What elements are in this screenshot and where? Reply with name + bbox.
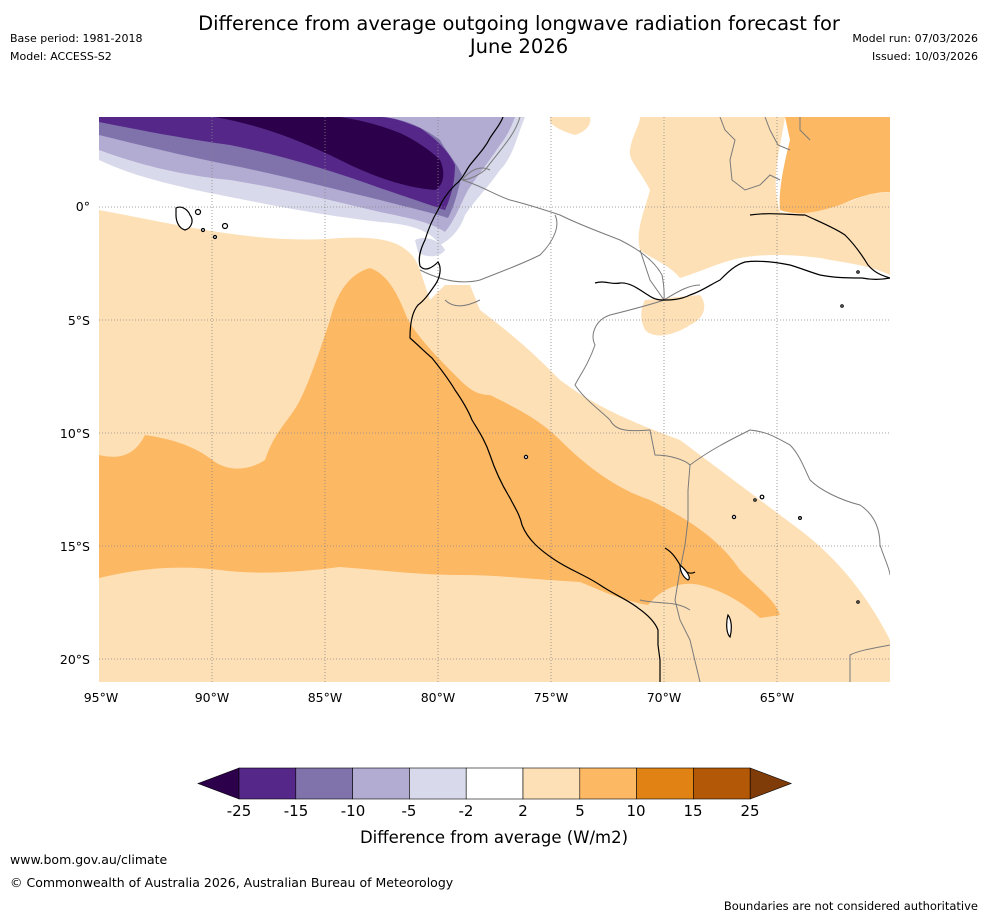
colorbar-title: Difference from average (W/m2)	[360, 828, 628, 847]
colorbar-swatch-5	[522, 767, 581, 800]
model-name: Model: ACCESS-S2	[10, 50, 112, 63]
lon-label-85w: 85°W	[308, 690, 343, 705]
cb-tick-15: 15	[683, 802, 702, 820]
lon-label-95w: 95°W	[84, 690, 119, 705]
lat-label-10s: 10°S	[60, 426, 90, 441]
anomaly-region-5-10-main	[99, 268, 780, 618]
colorbar-swatch-6	[579, 767, 637, 800]
colorbar-swatch-4	[465, 767, 524, 800]
longitude-labels: 95°W 90°W 85°W 80°W 75°W 70°W 65°W	[84, 690, 795, 705]
cb-tick-neg15: -15	[284, 802, 309, 820]
gridlines	[99, 117, 890, 682]
footer-url: www.bom.gov.au/climate	[10, 852, 168, 867]
colorbar-ticks: -25 -15 -10 -5 -2 2 5 10 15 25	[227, 802, 760, 820]
meta-left: Base period: 1981-2018 Model: ACCESS-S2	[10, 32, 142, 68]
lon-label-90w: 90°W	[195, 690, 230, 705]
issued-date: Issued: 10/03/2026	[871, 50, 978, 63]
footer-copyright: © Commonwealth of Australia 2026, Austra…	[10, 875, 454, 890]
anomaly-region-2-5-north	[550, 117, 591, 135]
lon-label-65w: 65°W	[760, 690, 795, 705]
colorbar-over-arrow	[749, 767, 793, 800]
anomaly-region-below-neg25	[215, 117, 444, 190]
base-period: Base period: 1981-2018	[10, 32, 143, 45]
lon-label-70w: 70°W	[647, 690, 682, 705]
lon-label-75w: 75°W	[534, 690, 569, 705]
colorbar-swatch-7	[636, 767, 694, 800]
colorbar-under-arrow	[197, 767, 240, 800]
latitude-labels: 0° 5°S 10°S 15°S 20°S	[60, 199, 90, 667]
cb-tick-10: 10	[626, 802, 645, 820]
colorbar-swatch-8	[693, 767, 751, 800]
anomaly-region-2-5-inland	[641, 295, 705, 336]
title-line-2: June 2026	[469, 35, 569, 58]
lat-label-15s: 15°S	[60, 539, 90, 554]
lat-label-5s: 5°S	[68, 313, 90, 328]
title-line-1: Difference from average outgoing longwav…	[198, 12, 840, 35]
cb-tick-25: 25	[740, 802, 759, 820]
colorbar-swatch-1	[295, 767, 353, 800]
lat-label-0: 0°	[76, 199, 90, 214]
anomaly-region-5-10-northeast	[779, 117, 890, 214]
anomaly-region-neg2-neg5-south	[415, 238, 445, 257]
lon-label-80w: 80°W	[421, 690, 456, 705]
anomaly-region-2-5-northeast	[629, 117, 890, 278]
footer-disclaimer: Boundaries are not considered authoritat…	[723, 899, 978, 913]
cb-tick-2: 2	[518, 802, 528, 820]
colorbar-swatch-3	[409, 767, 467, 800]
model-run: Model run: 07/03/2026	[852, 32, 978, 45]
map-plot-area	[99, 117, 890, 682]
country-borders	[419, 117, 890, 682]
islands	[175, 206, 860, 639]
meta-right: Model run: 07/03/2026 Issued: 10/03/2026	[852, 32, 978, 68]
colorbar-swatch-2	[352, 767, 410, 800]
cb-tick-neg10: -10	[341, 802, 366, 820]
cb-tick-5: 5	[575, 802, 585, 820]
colorbar-swatch-0	[238, 767, 297, 800]
lat-label-20s: 20°S	[60, 652, 90, 667]
colorbar-swatches	[197, 767, 793, 800]
cb-tick-neg5: -5	[402, 802, 417, 820]
cb-tick-neg2: -2	[459, 802, 474, 820]
colorbar: -25 -15 -10 -5 -2 2 5 10 15 25 Differenc…	[197, 767, 793, 847]
cb-tick-neg25: -25	[227, 802, 252, 820]
chart-title: Difference from average outgoing longwav…	[160, 12, 878, 58]
